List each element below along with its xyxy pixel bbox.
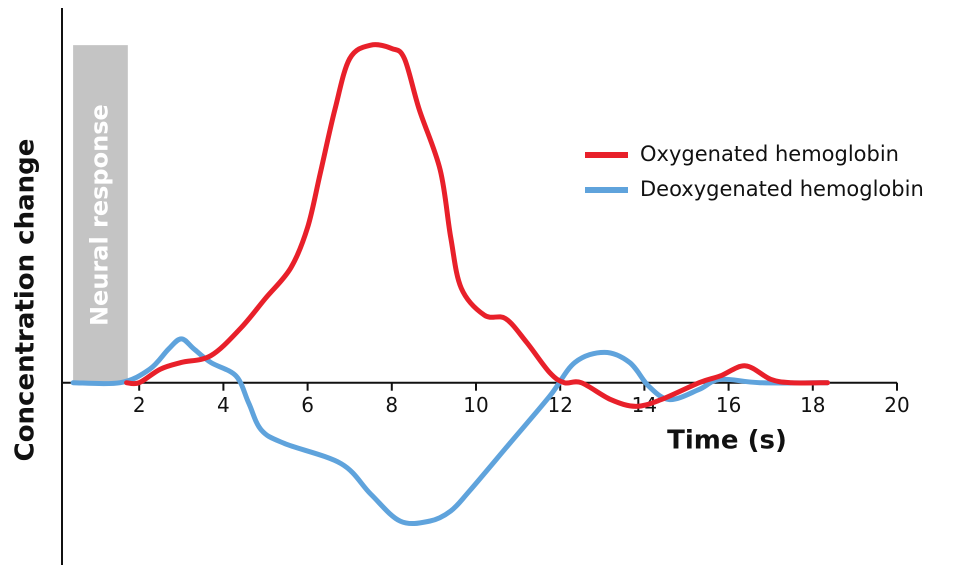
legend-label: Oxygenated hemoglobin	[640, 142, 899, 166]
neural-response-label: Neural response	[85, 104, 113, 326]
x-tick-label: 10	[463, 393, 488, 417]
line	[124, 42, 831, 409]
x-tick-label: 16	[716, 393, 741, 417]
x-tick-label: 2	[133, 393, 146, 417]
x-tick-label: 18	[800, 393, 825, 417]
x-tick-label: 6	[301, 393, 314, 417]
y-axis-label: Concentration change	[11, 139, 41, 462]
x-tick-label: 20	[884, 393, 909, 417]
x-axis-label: Time (s)	[667, 426, 787, 456]
x-tick-label: 4	[217, 393, 230, 417]
line	[70, 336, 831, 527]
legend-label: Deoxygenated hemoglobin	[640, 177, 924, 201]
x-tick-label: 8	[385, 393, 398, 417]
neural-response-box	[73, 45, 128, 383]
